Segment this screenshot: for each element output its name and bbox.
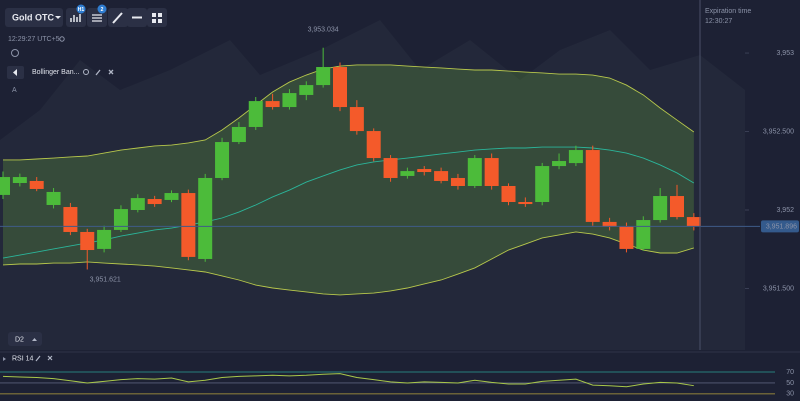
timeframe[interactable]: D2 bbox=[15, 336, 24, 343]
rsi-tick-label: 30 bbox=[786, 391, 794, 398]
candle-body bbox=[248, 101, 263, 127]
plot: 3,953 3,952.500 3,952 3,951.500 3,951.896 3,9… bbox=[0, 27, 799, 398]
candle-body bbox=[130, 198, 145, 210]
candle-body bbox=[147, 199, 162, 205]
badge bbox=[76, 4, 86, 14]
layout-button[interactable] bbox=[147, 8, 167, 27]
rsi-title: RSI 14 bbox=[12, 355, 34, 362]
price-label: 3,952.500 bbox=[763, 128, 794, 135]
collapse-icon bbox=[13, 69, 17, 76]
price-label: 3,951.500 bbox=[763, 285, 794, 292]
candle-body bbox=[0, 177, 10, 195]
candle-body bbox=[164, 193, 179, 200]
candle-body bbox=[585, 150, 600, 222]
candle-body bbox=[417, 169, 432, 173]
close-icon[interactable] bbox=[108, 69, 114, 75]
asset-caret bbox=[55, 16, 61, 19]
candle-body bbox=[231, 126, 246, 143]
chart-type-icon bbox=[70, 14, 81, 22]
candle-body bbox=[80, 231, 95, 251]
rsi-collapse[interactable] bbox=[3, 357, 6, 361]
band-upper bbox=[3, 64, 695, 161]
rsi-line bbox=[2, 373, 694, 388]
candle-body bbox=[316, 67, 331, 86]
band-lower bbox=[2, 231, 694, 296]
settings-icon[interactable] bbox=[59, 36, 65, 42]
rsi-edit-icon[interactable] bbox=[35, 355, 41, 362]
candle-body bbox=[535, 166, 550, 202]
candle-body bbox=[198, 177, 213, 259]
candle-body bbox=[400, 171, 415, 176]
badge-text: 2 bbox=[101, 7, 104, 13]
low-price-label: 3,951.621 bbox=[90, 276, 121, 283]
candle-body bbox=[450, 177, 465, 186]
candle-body bbox=[653, 196, 668, 221]
high-price-label: 3,953.034 bbox=[308, 27, 339, 34]
candle-body bbox=[619, 226, 634, 249]
candle-body bbox=[552, 161, 567, 167]
layout-icon bbox=[152, 13, 162, 23]
candle-body bbox=[46, 191, 61, 205]
candle-body bbox=[686, 217, 701, 227]
candle-body bbox=[366, 131, 381, 159]
asset-button[interactable] bbox=[5, 8, 63, 27]
brush-icon bbox=[112, 12, 123, 24]
candle-body bbox=[636, 220, 651, 249]
candle-body bbox=[568, 150, 583, 164]
candle-body bbox=[181, 193, 196, 257]
candle-body bbox=[113, 209, 128, 230]
candle-body bbox=[383, 158, 398, 178]
candle-body bbox=[282, 93, 297, 108]
candle-body bbox=[467, 158, 482, 186]
candle-body bbox=[12, 177, 27, 184]
side-label: A bbox=[12, 87, 17, 94]
candle-body bbox=[97, 229, 112, 249]
timeframe-button[interactable] bbox=[8, 332, 42, 346]
current-price-box bbox=[761, 220, 799, 233]
candle-body bbox=[501, 185, 516, 202]
candle-body bbox=[299, 85, 314, 95]
candle-body bbox=[29, 180, 44, 189]
price-label: 3,953 bbox=[776, 50, 794, 57]
rsi-tick-label: 50 bbox=[786, 380, 794, 387]
band-middle bbox=[2, 146, 695, 259]
badge bbox=[97, 4, 107, 14]
candle-body bbox=[265, 101, 280, 108]
indicator-name: Bollinger Ban... bbox=[32, 69, 80, 76]
candle-body bbox=[434, 171, 449, 181]
candle-body bbox=[333, 67, 347, 108]
rsi-close-icon[interactable] bbox=[47, 355, 53, 361]
expiration-time: 12:30:27 bbox=[705, 18, 732, 25]
background-mountains bbox=[0, 20, 745, 350]
badge-text: H1 bbox=[78, 7, 85, 13]
candle-body bbox=[349, 107, 364, 132]
price-axis-bg bbox=[745, 0, 800, 350]
candle-body bbox=[63, 207, 78, 232]
candle-body bbox=[484, 158, 499, 186]
crosshair-icon[interactable] bbox=[11, 49, 19, 57]
server-time: 12:29:27 UTC+5 bbox=[8, 36, 60, 43]
band-fill bbox=[3, 64, 694, 295]
current-price-label: 3,951.896 bbox=[766, 224, 797, 231]
price-label: 3,952 bbox=[776, 207, 794, 214]
expiration-label: Expiration time bbox=[705, 8, 751, 15]
candle-body bbox=[518, 201, 533, 205]
eye-icon[interactable] bbox=[83, 69, 89, 75]
candle-body bbox=[215, 142, 230, 178]
edit-icon[interactable] bbox=[95, 69, 101, 76]
indicators-icon bbox=[92, 14, 102, 22]
candle-body bbox=[670, 196, 684, 218]
rsi-tick-label: 70 bbox=[786, 369, 794, 376]
candle-body bbox=[602, 221, 617, 227]
asset-name[interactable]: Gold OTC bbox=[12, 12, 54, 22]
timeframe-caret bbox=[32, 338, 37, 341]
